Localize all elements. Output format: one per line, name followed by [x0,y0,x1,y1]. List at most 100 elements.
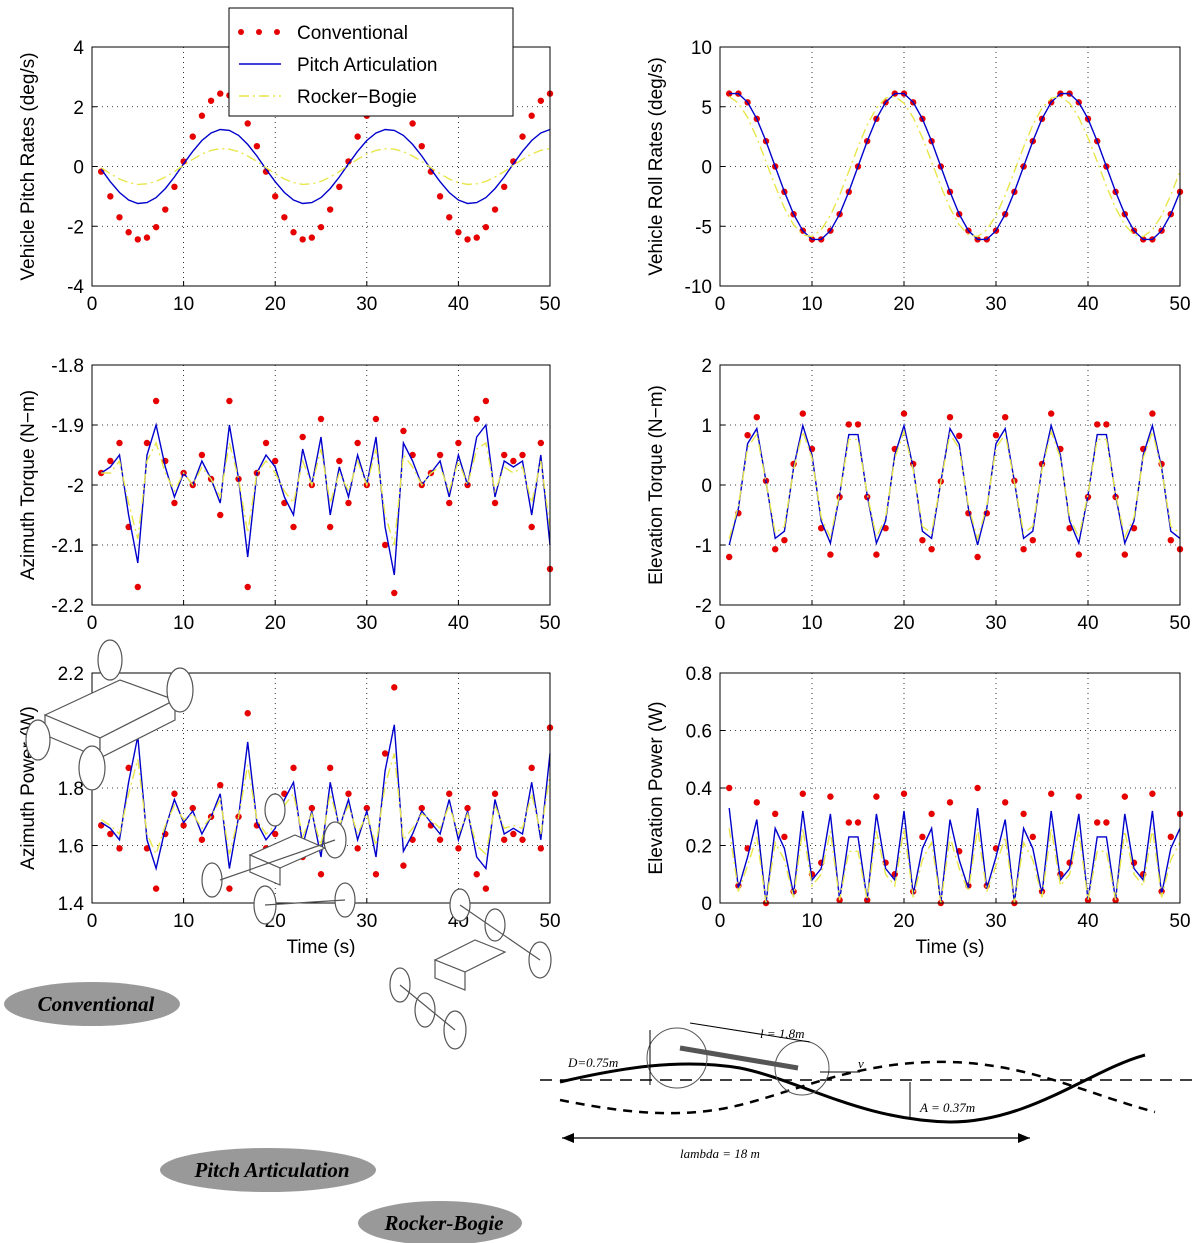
data-point [1167,833,1175,841]
data-point [854,421,862,428]
data-point [125,229,132,236]
annotation: lambda = 18 m [680,1146,760,1161]
subplot: 0 10 20 30 40 50 -2.2 -2.1 -2 -1.9 -1.8 Azimuth Tor… [18,356,561,634]
legend: Conventional Pitch Articulation Rocker−Bog… [228,7,514,117]
data-point [1048,410,1055,417]
label-ellipse [160,1148,376,1192]
data-point [510,158,517,165]
data-point [956,432,963,439]
data-point [281,214,288,221]
data-point [171,499,178,507]
y-tick-label: 1.4 [58,894,85,915]
plot-frame [719,364,1181,606]
y-tick-label: -2 [67,476,84,497]
plot-frame [719,46,1181,287]
data-point [436,451,444,459]
data-point [125,764,132,772]
x-tick-label: 10 [801,613,822,634]
data-point [308,234,316,241]
y-axis-label: Vehicle Roll Rates (deg/s) [646,57,667,276]
data-point [854,819,862,826]
data-point [107,193,114,200]
x-tick-label: 10 [801,294,822,315]
y-tick-label: 2.2 [58,664,84,685]
data-point [455,439,462,447]
data-point [436,836,444,843]
data-point [537,845,545,852]
data-point [272,193,279,200]
data-point [189,804,196,812]
data-point [427,168,435,175]
data-point [372,415,380,423]
y-tick-label: 1.6 [58,837,84,858]
data-point [354,133,361,140]
y-tick-label: -1 [695,536,712,557]
y-tick-label: 0.8 [686,664,712,685]
data-point [345,158,352,165]
data-point [799,790,806,797]
x-tick-label: 10 [173,294,194,315]
data-point [446,790,453,797]
data-point [744,432,751,439]
y-tick-label: 10 [691,38,712,59]
data-point [400,862,407,869]
data-point [152,397,160,405]
data-point [180,158,187,165]
data-point [446,499,453,507]
data-point [491,206,499,213]
data-point [436,193,444,200]
y-tick-label: 0.2 [686,837,712,858]
y-tick-label: 2 [701,356,712,377]
x-tick-label: 20 [893,911,914,932]
legend-swatch [274,29,280,35]
data-point [1075,551,1083,558]
data-point [180,822,187,829]
vehicle-label: Rocker-Bogie [384,1211,504,1235]
annotation: l = 1.8m [760,1026,805,1041]
data-point [1167,537,1175,544]
axle-bar [679,1045,799,1071]
y-tick-label: -2 [695,596,712,617]
data-point [974,784,981,792]
data-point [198,836,206,843]
legend-label: Rocker−Bogie [297,87,417,108]
data-point [262,439,270,447]
x-tick-label: 30 [356,294,377,315]
data-point [152,885,160,892]
data-point [726,553,733,561]
data-point [464,236,471,243]
data-point [919,833,926,841]
data-point [217,90,224,97]
y-axis-label: Elevation Torque (N−m) [646,385,667,585]
x-tick-label: 30 [356,613,377,634]
data-point [1020,546,1027,553]
data-point [317,871,325,878]
data-point [171,790,178,797]
x-tick-label: 40 [448,294,469,315]
legend-label: Conventional [297,23,408,44]
data-point [363,804,370,812]
illustration: Conventional Pitch Articulation Rocker-B… [4,639,1195,1243]
data-point [1103,421,1110,428]
wheel [646,1027,708,1089]
data-point [418,142,425,150]
data-point [217,511,224,519]
data-point [381,541,389,549]
data-point [473,871,480,878]
x-tick-label: 0 [715,613,726,634]
data-point [226,397,233,405]
series-line [728,422,1181,546]
data-point [290,764,297,772]
data-point [845,421,852,428]
terrain [559,1053,1146,1124]
data-point [519,836,526,843]
data-point [455,845,462,852]
x-tick-label: 0 [87,911,98,932]
x-tick-label: 10 [801,911,822,932]
data-point [354,439,361,447]
data-point [455,229,462,236]
data-point [974,553,981,561]
y-tick-label: 0 [73,158,84,179]
annotation: A = 0.37m [919,1100,975,1115]
